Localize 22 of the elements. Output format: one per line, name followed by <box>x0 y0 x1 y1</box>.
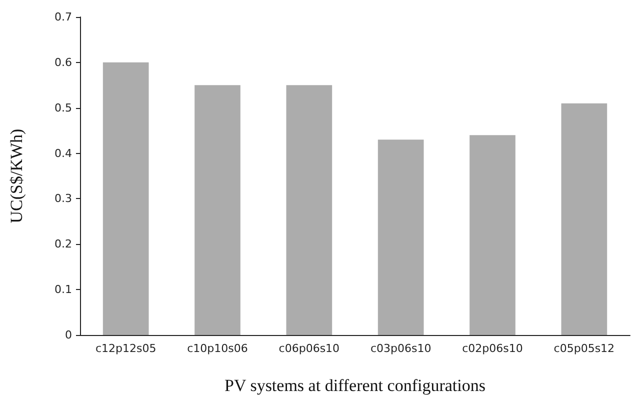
y-tick-label: 0.4 <box>54 146 72 160</box>
x-axis-title: PV systems at different configurations <box>224 376 486 395</box>
x-tick-label: c12p12s05 <box>95 342 156 355</box>
bar <box>378 140 424 335</box>
y-axis-title: UC(S$/KWh) <box>7 128 26 224</box>
y-tick-label: 0 <box>65 328 72 342</box>
y-tick-label: 0.6 <box>54 56 72 69</box>
bar <box>194 85 240 335</box>
x-tick-label: c02p06s10 <box>462 342 523 355</box>
x-tick-label: c06p06s10 <box>278 342 340 355</box>
y-tick-label: 0.1 <box>54 283 72 296</box>
x-tick-label: c05p05s12 <box>554 342 615 355</box>
y-tick-label: 0.2 <box>54 238 72 251</box>
x-tick-label: c10p10s06 <box>187 342 248 355</box>
y-tick-label: 0.7 <box>54 10 72 24</box>
y-tick-label: 0.5 <box>54 101 72 114</box>
x-tick-label: c03p06s10 <box>370 342 432 355</box>
bar <box>286 85 332 335</box>
bar <box>470 135 516 335</box>
bar <box>102 62 149 335</box>
bar <box>561 103 608 335</box>
y-tick-label: 0.3 <box>54 192 72 206</box>
